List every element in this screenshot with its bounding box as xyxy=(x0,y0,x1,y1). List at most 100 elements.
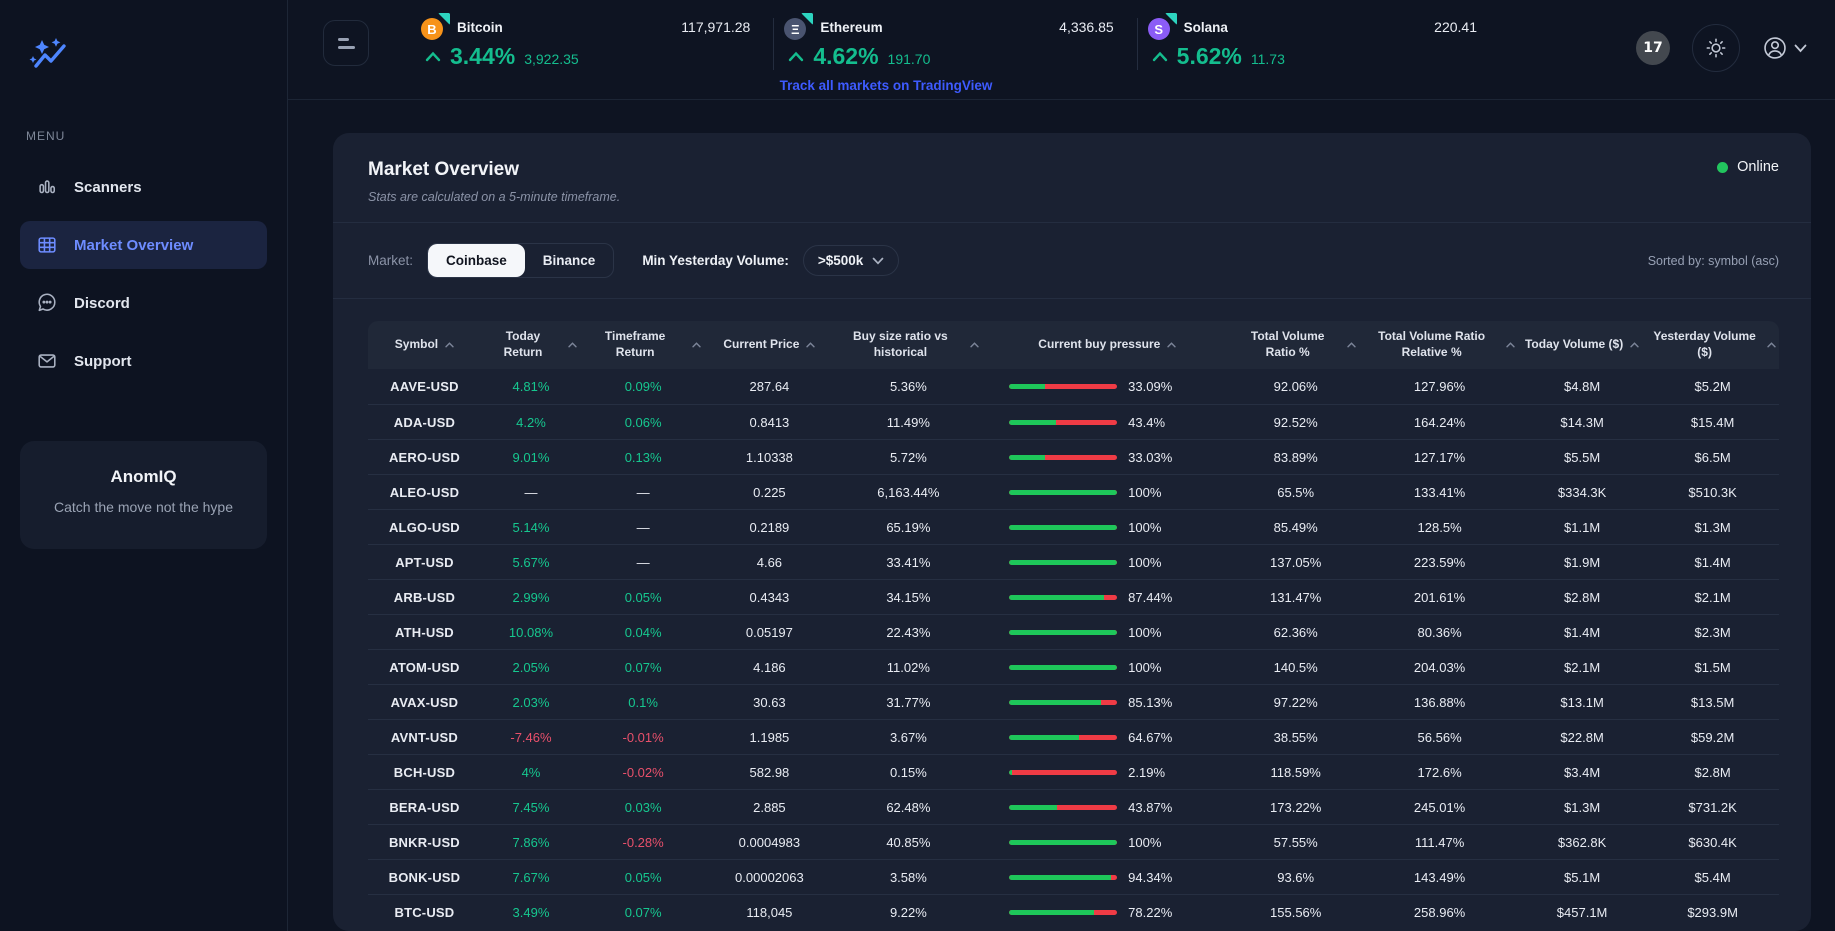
cell-today-volume: $22.8M xyxy=(1560,729,1604,745)
cell-total-volume-ratio-relative: 80.36% xyxy=(1417,624,1462,640)
market-option-coinbase[interactable]: Coinbase xyxy=(428,244,525,277)
cell-symbol: BONK-USD xyxy=(388,869,461,885)
column-header-total-volume-ratio-relative[interactable]: Total Volume Ratio Relative % xyxy=(1360,329,1519,360)
cell-total-volume-ratio: 137.05% xyxy=(1270,554,1322,570)
buy-pressure-bar xyxy=(1009,734,1118,740)
column-header-symbol[interactable]: Symbol xyxy=(368,337,481,353)
tradingview-badge-icon[interactable]: 17 xyxy=(1636,31,1670,65)
table-row-apt-usd[interactable]: APT-USD 5.67% — 4.66 33.41% 100% 137.05% 223.59… xyxy=(368,544,1779,579)
buy-pressure-value: 100% xyxy=(1128,554,1162,570)
table-row-bera-usd[interactable]: BERA-USD 7.45% 0.03% 2.885 62.48% 43.87% 173.2… xyxy=(368,789,1779,824)
volume-filter-label: Min Yesterday Volume: xyxy=(642,253,789,268)
column-header-timeframe-return[interactable]: Timeframe Return xyxy=(581,329,705,360)
tradingview-link[interactable]: Track all markets on TradingView xyxy=(779,78,993,93)
cell-symbol: ADA-USD xyxy=(393,414,456,430)
chevron-up-icon xyxy=(789,51,804,62)
sidebar-item-discord[interactable]: Discord xyxy=(20,279,267,327)
cell-yesterday-volume: $5.4M xyxy=(1694,869,1731,885)
cell-total-volume-ratio-relative: 56.56% xyxy=(1417,729,1462,745)
cell-symbol: AVAX-USD xyxy=(390,694,459,710)
market-filter-label: Market: xyxy=(368,253,414,268)
trend-up-arrow-icon xyxy=(801,13,814,25)
cell-current-price: 0.00002063 xyxy=(735,869,804,885)
brand-title: AnomIQ xyxy=(110,467,177,486)
cell-yesterday-volume: $5.2M xyxy=(1694,379,1731,394)
table-row-bnkr-usd[interactable]: BNKR-USD 7.86% -0.28% 0.0004983 40.85% 100% 57… xyxy=(368,824,1779,859)
cell-timeframe-return: — xyxy=(636,519,650,535)
account-button[interactable] xyxy=(1762,35,1807,61)
buy-pressure-value: 87.44% xyxy=(1128,589,1173,605)
column-header-current-buy-pressure[interactable]: Current buy pressure xyxy=(983,337,1231,353)
cell-current-price: 0.8413 xyxy=(749,414,790,430)
hamburger-menu-button[interactable] xyxy=(323,20,369,66)
column-header-today-return[interactable]: Today Return xyxy=(481,329,581,360)
cell-timeframe-return: 0.07% xyxy=(624,904,662,920)
column-header-label: Timeframe Return xyxy=(604,329,666,359)
cell-buy-pressure: 100% xyxy=(983,660,1231,675)
table-row-ath-usd[interactable]: ATH-USD 10.08% 0.04% 0.05197 22.43% 100% 62.36… xyxy=(368,614,1779,649)
cell-today-return: 5.67% xyxy=(512,554,550,570)
cell-current-price: 1.1985 xyxy=(749,729,790,745)
sidebar-item-support[interactable]: Support xyxy=(20,337,267,385)
topbar-icons: 17 xyxy=(1636,24,1807,72)
cell-buy-pressure: 43.87% xyxy=(983,800,1231,815)
cell-today-return: 4% xyxy=(521,764,541,780)
column-header-label: Buy size ratio vs historical xyxy=(853,329,948,359)
cell-today-volume: $2.1M xyxy=(1564,659,1601,675)
table-row-bch-usd[interactable]: BCH-USD 4% -0.02% 582.98 0.15% 2.19% 118.59% 17… xyxy=(368,754,1779,789)
cell-today-return: 4.2% xyxy=(516,414,546,430)
buy-pressure-value: 100% xyxy=(1128,624,1162,640)
cell-today-volume: $2.8M xyxy=(1564,589,1601,605)
sidebar-item-market-overview[interactable]: Market Overview xyxy=(20,221,267,269)
table-row-arb-usd[interactable]: ARB-USD 2.99% 0.05% 0.4343 34.15% 87.44% 131.4… xyxy=(368,579,1779,614)
market-option-binance[interactable]: Binance xyxy=(525,244,614,277)
table-row-btc-usd[interactable]: BTC-USD 3.49% 0.07% 118,045 9.22% 78.22% 155.5… xyxy=(368,894,1779,929)
cell-current-price: 0.4343 xyxy=(749,589,790,605)
table-row-ada-usd[interactable]: ADA-USD 4.2% 0.06% 0.8413 11.49% 43.4% 92.52% 1… xyxy=(368,404,1779,439)
cell-total-volume-ratio-relative: 245.01% xyxy=(1413,799,1466,815)
buy-pressure-value: 33.03% xyxy=(1128,449,1173,465)
cell-total-volume-ratio: 173.22% xyxy=(1270,799,1322,815)
cell-timeframe-return: — xyxy=(636,554,650,570)
cell-symbol: ARB-USD xyxy=(393,589,456,605)
cell-buy-pressure: 2.19% xyxy=(983,765,1231,780)
volume-dropdown-value: >$500k xyxy=(817,253,864,268)
column-header-yesterday-volume[interactable]: Yesterday Volume ($) xyxy=(1645,329,1780,360)
sidebar-item-scanners[interactable]: Scanners xyxy=(20,163,267,211)
cell-today-volume: $1.3M xyxy=(1564,799,1601,815)
column-header-label: Current Price xyxy=(723,337,800,352)
cell-today-return: 7.45% xyxy=(512,799,550,815)
column-header-today-volume[interactable]: Today Volume ($) xyxy=(1519,337,1645,353)
column-header-total-volume-ratio[interactable]: Total Volume Ratio % xyxy=(1231,329,1359,360)
app-logo-icon xyxy=(28,36,267,83)
cell-symbol: BCH-USD xyxy=(393,764,456,780)
market-toggle: Coinbase Binance xyxy=(427,243,615,278)
ticker-price: 220.41 xyxy=(1434,19,1477,35)
cell-today-return: 3.49% xyxy=(512,904,550,920)
table-row-aave-usd[interactable]: AAVE-USD 4.81% 0.09% 287.64 5.36% 33.09% 92.06… xyxy=(368,369,1779,404)
cell-yesterday-volume: $59.2M xyxy=(1690,729,1735,745)
table-row-bonk-usd[interactable]: BONK-USD 7.67% 0.05% 0.00002063 3.58% 94.34% 9… xyxy=(368,859,1779,894)
cell-current-price: 287.64 xyxy=(749,379,790,394)
theme-toggle-button[interactable] xyxy=(1692,24,1740,72)
ticker-name: Solana xyxy=(1183,19,1228,35)
table-row-avnt-usd[interactable]: AVNT-USD -7.46% -0.01% 1.1985 3.67% 64.67% 38.… xyxy=(368,719,1779,754)
cell-yesterday-volume: $2.1M xyxy=(1694,589,1731,605)
table-row-algo-usd[interactable]: ALGO-USD 5.14% — 0.2189 65.19% 100% 85.49% 128.… xyxy=(368,509,1779,544)
volume-dropdown[interactable]: >$500k xyxy=(802,245,900,276)
ticker-name: Ethereum xyxy=(820,19,883,35)
cell-today-volume: $5.1M xyxy=(1564,869,1601,885)
cell-buy-size-ratio: 0.15% xyxy=(889,764,927,780)
cell-current-price: 0.0004983 xyxy=(738,834,801,850)
buy-pressure-value: 2.19% xyxy=(1128,764,1166,780)
column-header-current-price[interactable]: Current Price xyxy=(705,337,833,353)
table-row-atom-usd[interactable]: ATOM-USD 2.05% 0.07% 4.186 11.02% 100% 140.5% 2… xyxy=(368,649,1779,684)
buy-pressure-value: 100% xyxy=(1128,659,1162,675)
cell-current-price: 118,045 xyxy=(746,904,793,920)
table-row-aero-usd[interactable]: AERO-USD 9.01% 0.13% 1.10338 5.72% 33.03% 83.8… xyxy=(368,439,1779,474)
table-row-avax-usd[interactable]: AVAX-USD 2.03% 0.1% 30.63 31.77% 85.13% 97.22%… xyxy=(368,684,1779,719)
cell-buy-size-ratio: 5.72% xyxy=(889,449,927,465)
cell-timeframe-return: 0.03% xyxy=(624,799,662,815)
column-header-buy-size-ratio-vs-historical[interactable]: Buy size ratio vs historical xyxy=(834,329,984,360)
table-row-aleo-usd[interactable]: ALEO-USD — — 0.225 6,163.44% 100% 65.5% 133.41%… xyxy=(368,474,1779,509)
